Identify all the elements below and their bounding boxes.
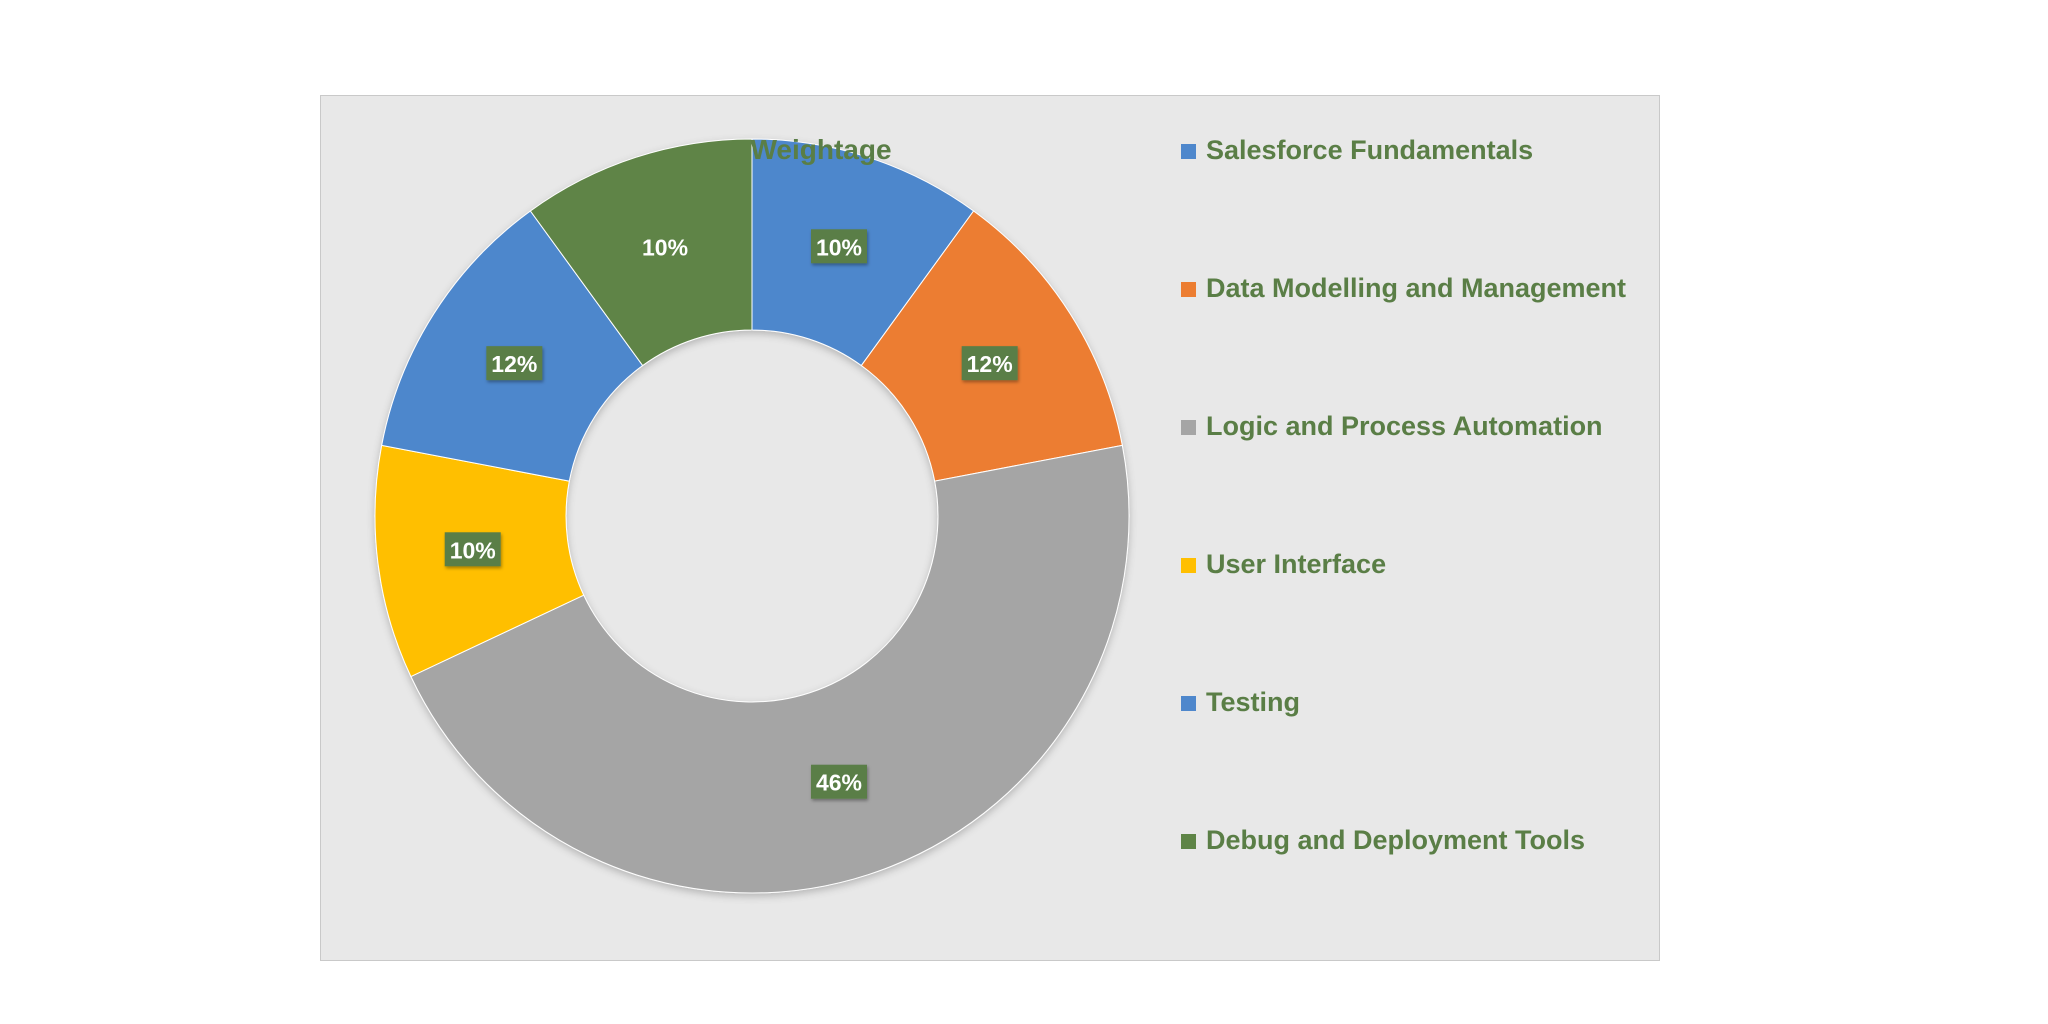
legend-label: Debug and Deployment Tools <box>1206 825 1586 855</box>
legend-swatch <box>1181 834 1196 849</box>
doughnut-chart: 10% 12% 46% 10% 12% 10% <box>374 138 1130 894</box>
legend-swatch <box>1181 282 1196 297</box>
legend: Salesforce Fundamentals Data Modelling an… <box>1181 130 1651 958</box>
legend-item-logic-and-process-automation: Logic and Process Automation <box>1181 406 1651 544</box>
legend-label: Logic and Process Automation <box>1206 411 1603 441</box>
legend-item-testing: Testing <box>1181 682 1651 820</box>
slice-testing <box>381 210 644 482</box>
legend-item-salesforce-fundamentals: Salesforce Fundamentals <box>1181 130 1651 268</box>
svg-text:10%: 10% <box>450 537 496 563</box>
doughnut-slices <box>374 138 1130 894</box>
slice-logic-and-process-automation <box>410 444 1130 894</box>
legend-swatch <box>1181 696 1196 711</box>
legend-item-user-interface: User Interface <box>1181 544 1651 682</box>
slice-debug-and-deployment-tools <box>529 138 753 367</box>
slice-data-modelling-and-management <box>860 210 1123 482</box>
legend-swatch <box>1181 558 1196 573</box>
chart-area: 10% 12% 46% 10% 12% 10% Weightage Salesforce … <box>320 95 1660 961</box>
legend-label: Salesforce Fundamentals <box>1206 135 1534 165</box>
data-labels: 10% 12% 46% 10% 12% 10% <box>444 229 1018 799</box>
data-label-salesforce-fundamentals: 10% <box>810 229 867 264</box>
chart-title: Weightage <box>750 134 892 165</box>
svg-text:12%: 12% <box>967 351 1013 377</box>
svg-text:10%: 10% <box>642 234 688 260</box>
data-label-logic-and-process-automation: 46% <box>810 764 867 799</box>
legend-swatch <box>1181 420 1196 435</box>
legend-label: Testing <box>1206 687 1300 717</box>
legend-label: User Interface <box>1206 549 1387 579</box>
svg-text:12%: 12% <box>491 351 537 377</box>
svg-text:10%: 10% <box>816 234 862 260</box>
data-label-testing: 12% <box>486 346 543 381</box>
svg-text:46%: 46% <box>816 770 862 796</box>
data-label-data-modelling-and-management: 12% <box>961 346 1018 381</box>
legend-swatch <box>1181 144 1196 159</box>
legend-label: Data Modelling and Management <box>1206 273 1627 303</box>
data-label-user-interface: 10% <box>444 532 501 567</box>
data-label-debug-and-deployment-tools: 10% <box>642 234 688 260</box>
legend-item-data-modelling-and-management: Data Modelling and Management <box>1181 268 1651 406</box>
legend-item-debug-and-deployment-tools: Debug and Deployment Tools <box>1181 820 1651 958</box>
